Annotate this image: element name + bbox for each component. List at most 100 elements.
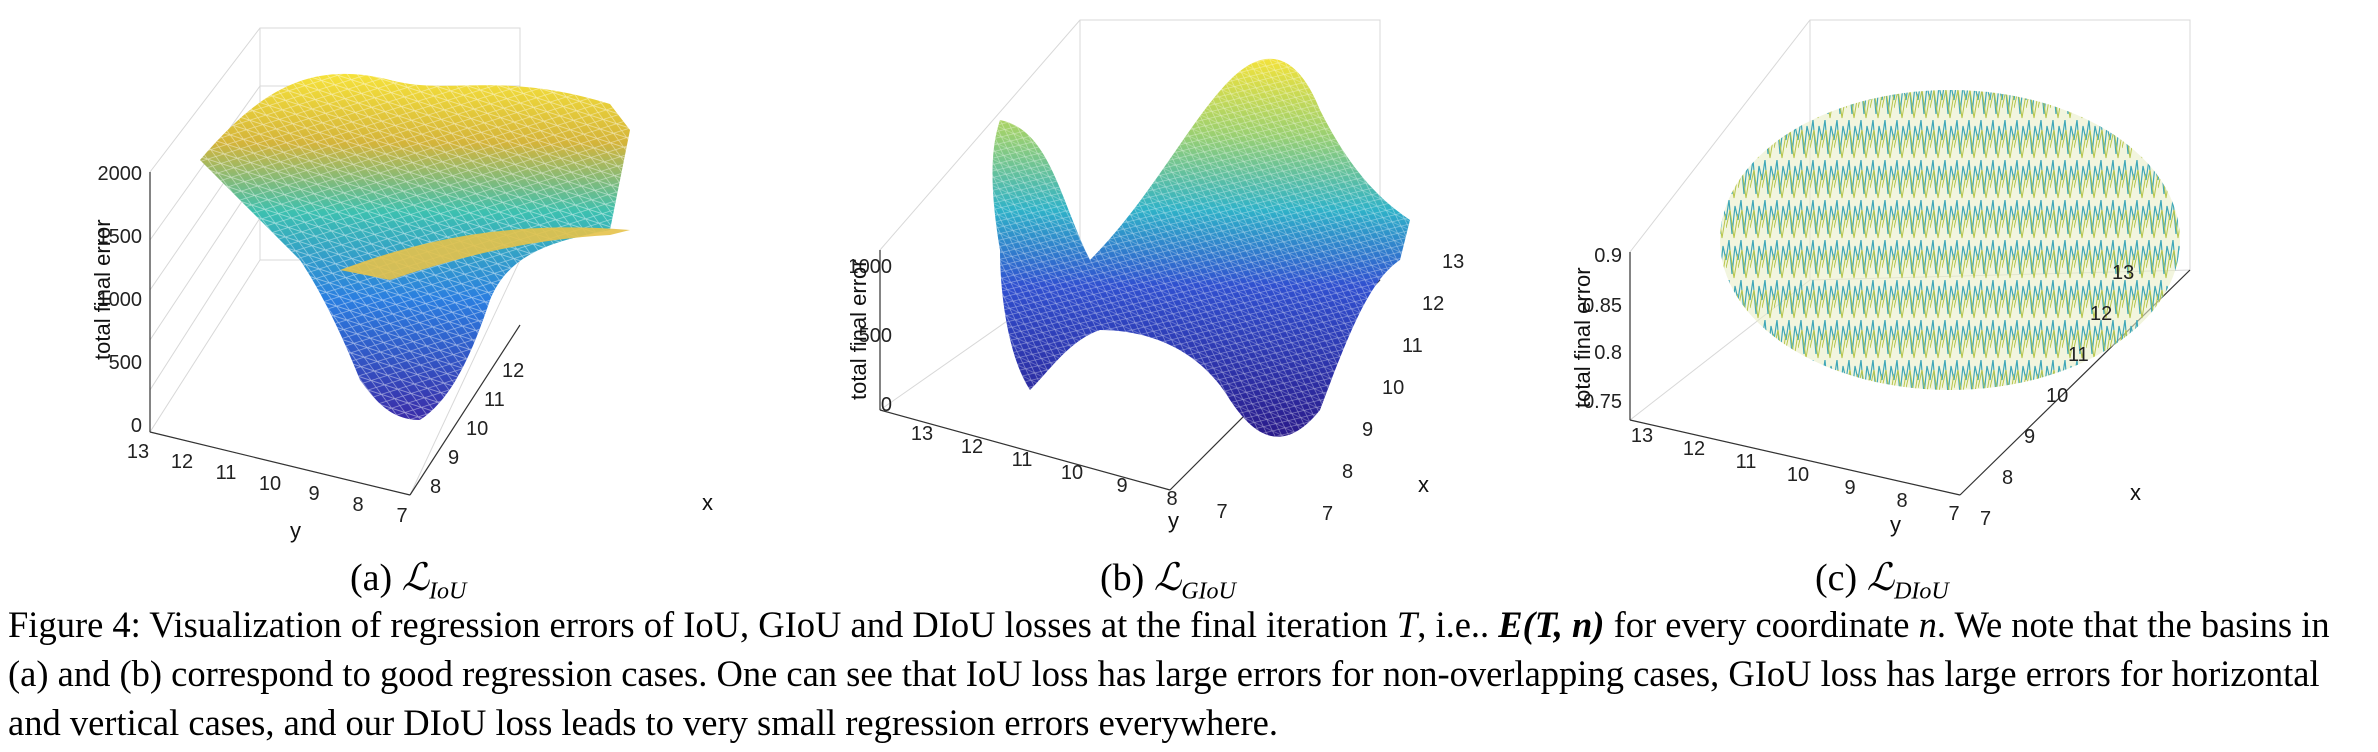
panel-b: 1000 500 0 total final error 13 12 11 10… xyxy=(850,0,1530,550)
panel-c-z-label: total final error xyxy=(1570,267,1595,408)
x-tick: 10 xyxy=(466,418,488,440)
panel-c: 0.9 0.85 0.8 0.75 total final error 13 1… xyxy=(1570,0,2290,550)
caption-math-n: n xyxy=(1918,604,1937,645)
figure-caption: Figure 4: Visualization of regression er… xyxy=(8,600,2374,747)
y-tick: 7 xyxy=(1216,501,1227,523)
subcaption-label: (a) xyxy=(350,557,393,599)
z-tick: 2000 xyxy=(98,163,143,185)
subcaption-label: (c) xyxy=(1815,557,1858,599)
y-tick: 13 xyxy=(911,423,933,445)
panel-b-z-ticks: 1000 500 0 xyxy=(850,256,892,416)
y-tick: 12 xyxy=(1683,438,1705,460)
loss-subscript: DIoU xyxy=(1894,578,1949,605)
y-tick: 13 xyxy=(1631,425,1653,447)
subcaption-a: (a) ℒIoU xyxy=(350,555,466,606)
y-tick: 11 xyxy=(216,462,237,484)
y-tick: 7 xyxy=(1948,503,1959,525)
panel-a-y-label: y xyxy=(290,518,301,543)
x-tick: 8 xyxy=(2002,467,2013,489)
y-tick: 7 xyxy=(396,505,407,527)
x-tick: 10 xyxy=(1382,377,1404,399)
x-tick: 9 xyxy=(2024,426,2035,448)
x-tick: 12 xyxy=(1422,293,1444,315)
caption-text: , i.e.. xyxy=(1417,604,1499,645)
z-tick: 0.9 xyxy=(1594,245,1622,267)
x-tick: 8 xyxy=(1342,461,1353,483)
x-tick: 13 xyxy=(2112,262,2134,284)
panel-a-x-label: x xyxy=(702,490,713,515)
panel-c-x-label: x xyxy=(2130,480,2141,505)
x-tick: 10 xyxy=(2046,385,2068,407)
panel-b-surface xyxy=(992,58,1410,437)
caption-math-t: T xyxy=(1396,604,1418,645)
panel-b-z-label: total final error xyxy=(850,259,871,400)
loss-subscript: IoU xyxy=(429,578,467,605)
panel-b-plot: 1000 500 0 total final error 13 12 11 10… xyxy=(850,19,1464,533)
panel-b-y-label: y xyxy=(1168,508,1179,533)
panel-a-y-ticks: 13 12 11 10 9 8 7 xyxy=(127,441,408,527)
x-tick: 11 xyxy=(484,389,505,411)
caption-text: . We note that the basins in (a) and (b)… xyxy=(8,604,2330,743)
y-tick: 12 xyxy=(171,451,193,473)
y-tick: 8 xyxy=(1166,488,1177,510)
caption-text: Visualization of regression errors of Io… xyxy=(149,604,1397,645)
panel-c-y-label: y xyxy=(1890,512,1901,537)
z-tick: 0.8 xyxy=(1594,342,1622,364)
x-tick: 13 xyxy=(1442,251,1464,273)
x-tick: 7 xyxy=(1322,503,1333,525)
y-tick: 9 xyxy=(308,483,319,505)
x-tick: 11 xyxy=(1402,335,1423,357)
panel-c-plot: 0.9 0.85 0.8 0.75 total final error 13 1… xyxy=(1570,19,2191,537)
panel-a-plot: 2000 1500 1000 500 0 total final error 1… xyxy=(90,27,713,543)
z-tick: 1000 xyxy=(850,256,892,278)
y-tick: 8 xyxy=(1896,490,1907,512)
panel-a-surface xyxy=(200,73,630,420)
loss-symbol: ℒ xyxy=(401,555,430,599)
z-tick: 0.75 xyxy=(1583,391,1622,413)
panel-a-z-ticks: 2000 1500 1000 500 0 xyxy=(98,163,143,437)
loss-symbol: ℒ xyxy=(1153,555,1182,599)
panel-a: 2000 1500 1000 500 0 total final error 1… xyxy=(90,0,810,550)
x-tick: 9 xyxy=(448,447,459,469)
y-tick: 12 xyxy=(961,436,983,458)
subcaption-c: (c) ℒDIoU xyxy=(1815,555,1949,606)
panel-a-axis-lines xyxy=(149,172,521,496)
figure: 2000 1500 1000 500 0 total final error 1… xyxy=(90,0,2290,605)
x-tick: 9 xyxy=(1362,419,1373,441)
panel-c-z-ticks: 0.9 0.85 0.8 0.75 xyxy=(1583,245,1622,413)
subcaption-b: (b) ℒGIoU xyxy=(1100,555,1236,606)
caption-text: for every coordinate xyxy=(1604,604,1919,645)
y-tick: 9 xyxy=(1844,477,1855,499)
y-tick: 8 xyxy=(352,494,363,516)
z-tick: 1500 xyxy=(98,226,143,248)
y-tick: 10 xyxy=(259,473,281,495)
y-tick: 10 xyxy=(1061,462,1083,484)
x-tick: 12 xyxy=(502,360,524,382)
figure-number: Figure 4: xyxy=(8,604,141,645)
z-tick: 0.85 xyxy=(1583,295,1622,317)
panel-b-x-label: x xyxy=(1418,472,1429,497)
panel-a-z-label: total final error xyxy=(90,219,115,360)
panel-c-y-ticks: 13 12 11 10 9 8 7 xyxy=(1631,425,1960,525)
loss-symbol: ℒ xyxy=(1866,555,1895,599)
z-tick: 0 xyxy=(131,415,142,437)
panel-a-x-ticks: 8 9 10 11 12 xyxy=(430,360,524,498)
z-tick: 500 xyxy=(109,352,142,374)
panel-b-y-ticks: 13 12 11 10 9 8 7 xyxy=(911,423,1228,523)
panel-b-x-ticks: 7 8 9 10 11 12 13 xyxy=(1322,251,1464,525)
caption-math-e: E(T, n) xyxy=(1498,604,1605,645)
z-tick: 0 xyxy=(881,394,892,416)
x-tick: 11 xyxy=(2068,344,2089,366)
y-tick: 9 xyxy=(1116,475,1127,497)
y-tick: 11 xyxy=(1736,451,1757,473)
y-tick: 13 xyxy=(127,441,149,463)
z-tick: 1000 xyxy=(98,289,143,311)
y-tick: 10 xyxy=(1787,464,1809,486)
subcaption-label: (b) xyxy=(1100,557,1145,599)
x-tick: 12 xyxy=(2090,303,2112,325)
panel-c-surface xyxy=(1720,90,2180,390)
panel-c-x-ticks: 7 8 9 10 11 12 13 xyxy=(1980,262,2134,530)
x-tick: 8 xyxy=(430,476,441,498)
y-tick: 11 xyxy=(1012,449,1033,471)
z-tick: 500 xyxy=(859,325,892,347)
